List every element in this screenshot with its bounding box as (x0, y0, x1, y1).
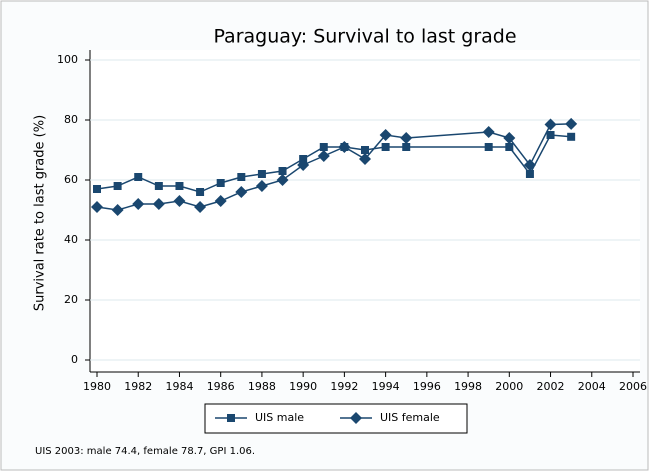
legend-label: UIS female (380, 411, 440, 424)
marker (154, 182, 163, 190)
marker (505, 143, 514, 151)
x-tick-label: 2006 (619, 380, 647, 393)
x-tick-label: 1998 (454, 380, 482, 393)
marker (402, 143, 411, 151)
marker (194, 201, 207, 213)
legend-marker (227, 414, 235, 422)
marker (173, 195, 186, 207)
x-tick-label: 1996 (413, 380, 441, 393)
marker (544, 118, 557, 131)
marker (565, 117, 578, 130)
legend-marker (350, 412, 362, 424)
marker (381, 143, 390, 151)
marker (379, 129, 392, 141)
legend-label: UIS male (255, 411, 304, 424)
marker (484, 143, 493, 151)
marker (257, 170, 266, 178)
x-tick-label: 1988 (248, 380, 276, 393)
marker (132, 198, 145, 210)
marker (152, 198, 165, 210)
x-tick-label: 1980 (83, 380, 111, 393)
y-tick-label: 20 (64, 293, 78, 306)
marker (91, 201, 103, 213)
marker (400, 132, 413, 144)
marker (235, 186, 248, 198)
y-tick-label: 0 (71, 353, 78, 366)
x-tick-label: 1990 (289, 380, 317, 393)
x-tick-label: 1994 (372, 380, 400, 393)
marker (255, 180, 268, 192)
marker (134, 173, 143, 181)
y-tick-label: 60 (64, 173, 78, 186)
plot-area (90, 50, 640, 372)
marker (297, 159, 310, 171)
marker (523, 159, 536, 171)
legend (204, 403, 468, 434)
x-tick-label: 1984 (165, 380, 193, 393)
note: UIS 2003: male 74.4, female 78.7, GPI 1.… (35, 446, 255, 457)
x-tick-label: 1986 (207, 380, 235, 393)
marker (317, 150, 330, 162)
x-tick-label: 1992 (330, 380, 358, 393)
x-tick-label: 2000 (495, 380, 523, 393)
marker (111, 204, 124, 216)
marker (482, 126, 495, 138)
marker (299, 155, 308, 163)
marker (237, 173, 246, 181)
x-tick-label: 2002 (537, 380, 565, 393)
y-tick-label: 40 (64, 233, 78, 246)
marker (359, 153, 371, 165)
marker (113, 182, 122, 190)
marker (525, 170, 534, 178)
marker (278, 167, 287, 175)
x-tick-label: 2004 (578, 380, 606, 393)
chart-title: Paraguay: Survival to last grade (213, 26, 516, 48)
y-tick-label: 100 (57, 53, 78, 66)
x-tick-label: 1982 (124, 380, 152, 393)
marker (338, 141, 351, 153)
marker (175, 182, 184, 190)
marker (361, 146, 369, 154)
marker (196, 188, 205, 196)
y-tick-label: 80 (64, 113, 78, 126)
marker (503, 132, 516, 144)
marker (319, 143, 328, 151)
marker (567, 132, 576, 141)
marker (546, 131, 555, 139)
marker (214, 195, 227, 207)
marker (276, 174, 289, 186)
marker (93, 185, 101, 193)
marker (216, 179, 225, 187)
y-axis-label: Survival rate to last grade (%) (33, 115, 48, 311)
